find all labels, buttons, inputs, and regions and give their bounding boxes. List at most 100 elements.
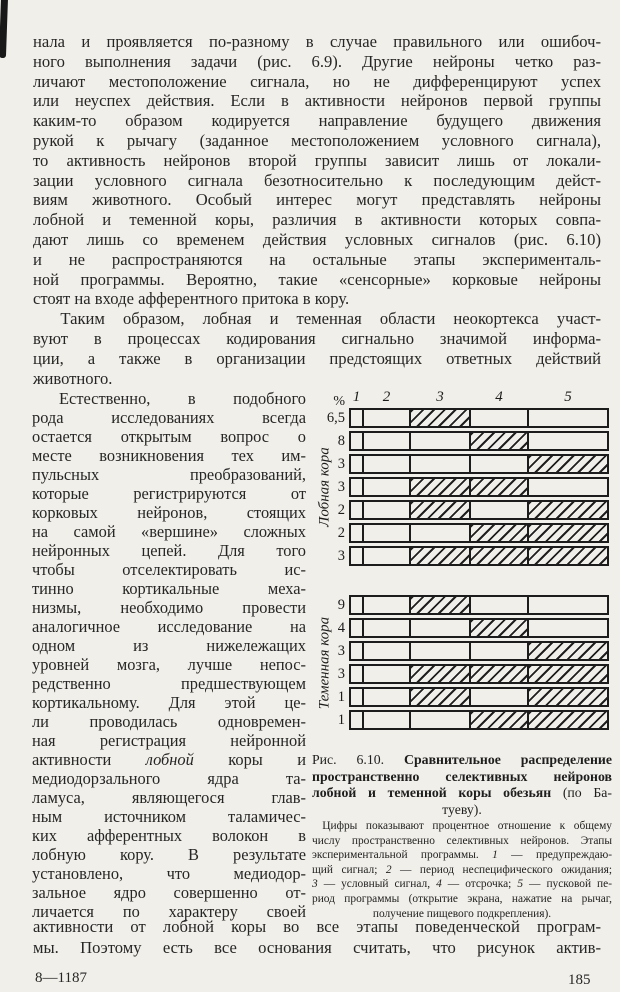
text-line: корковых нейронов, стоящих	[32, 503, 306, 522]
stage-segment-3	[409, 597, 469, 613]
figure-caption: Рис. 6.10. Сравнительное распределение пр…	[312, 752, 612, 818]
text-line: или неуспех действия. Если в активности …	[33, 91, 601, 111]
text-segment: рукой к рычагу (заданное местоположением…	[33, 130, 601, 150]
text-segment: Таким образом, лобная и теменная области…	[60, 309, 601, 329]
stage-segment-2	[362, 479, 409, 495]
text-line: тинно кортикальные меха-	[32, 579, 306, 598]
stage-segment-1	[351, 689, 362, 705]
text-segment: остается открытым вопрос о	[32, 427, 306, 446]
row-percent-label: 1	[337, 712, 345, 728]
text-segment: ламуса, являющегося глав-	[32, 788, 306, 807]
text-line: Таким образом, лобная и теменная области…	[33, 309, 601, 329]
stage-number-label: 2	[382, 389, 391, 405]
stage-bar	[349, 477, 609, 497]
text-segment: нала и проявляется по-разному в случае п…	[33, 32, 601, 51]
stage-number-label: 3	[436, 389, 444, 405]
stage-segment-4	[469, 597, 527, 613]
text-segment: 5	[517, 878, 524, 891]
text-line: и не распространяются на остальные этапы…	[33, 250, 601, 270]
chart-row: 9	[312, 595, 612, 615]
stage-segment-2	[362, 548, 409, 564]
text-line: пространственно селективных нейронов	[312, 769, 612, 786]
stage-segment-5	[527, 620, 607, 636]
text-segment: — период неспецифического ожидания;	[391, 863, 612, 876]
text-segment: тинно кортикальные меха-	[32, 579, 306, 598]
text-segment: то активность нейронов второй группы зав…	[33, 150, 601, 170]
stage-number-label: 4	[495, 389, 503, 405]
text-line: виям животного. Особый интерес могут пре…	[33, 190, 601, 210]
stage-segment-1	[351, 525, 362, 541]
chart-row: 6,5	[312, 408, 612, 428]
row-percent-label: 1	[337, 689, 345, 705]
stage-bar	[349, 664, 609, 684]
stage-segment-5	[527, 525, 607, 541]
stage-number-label: 5	[564, 389, 572, 405]
text-line: рукой к рычагу (заданное местоположением…	[33, 131, 601, 151]
text-segment: 3	[312, 878, 318, 891]
text-segment: виям животного. Особый интерес могут пре…	[33, 190, 601, 210]
chart-row: 2	[312, 500, 612, 520]
stage-bar	[349, 641, 609, 661]
stage-segment-4	[469, 479, 527, 495]
text-line: аналогичное исследование на	[32, 617, 306, 636]
stage-segment-2	[362, 597, 409, 613]
text-segment: месте возникновения тех им-	[32, 446, 306, 465]
text-line: уровней мозга, лучше непос-	[32, 655, 306, 674]
chart-row: 3	[312, 546, 612, 566]
stage-segment-1	[351, 502, 362, 518]
percent-symbol: %	[333, 394, 345, 409]
stage-segment-2	[362, 433, 409, 449]
text-segment: лобной и теменной коры, различия в актив…	[33, 210, 601, 230]
text-line: туеву).	[312, 802, 612, 819]
text-line: щий сигнал; 2 — период неспецифического …	[312, 863, 612, 878]
text-line: пульсных преобразований,	[32, 465, 306, 484]
text-line: личают местоположение сигнала, но не диф…	[33, 72, 601, 92]
text-segment: одном из нижележащих	[32, 636, 306, 655]
text-line: рода исследованиях всегда	[32, 408, 306, 427]
stage-segment-3	[409, 410, 469, 426]
page-number: 185	[568, 972, 591, 988]
text-line: нала и проявляется по-разному в случае п…	[33, 32, 601, 52]
text-line: ких афферентных волокон в	[32, 826, 306, 845]
text-line: кортикальному. Для этой це-	[32, 693, 306, 712]
stage-bar	[349, 500, 609, 520]
text-line: лобной и теменной коры, различия в актив…	[33, 210, 601, 230]
stage-segment-3	[409, 502, 469, 518]
text-segment: и не распространяются на остальные этапы…	[33, 249, 601, 269]
stage-segment-1	[351, 597, 362, 613]
text-segment: — предупреждаю-	[497, 849, 612, 862]
chart-row: 1	[312, 687, 612, 707]
text-line: каким-то образом кодируется направление …	[33, 111, 601, 131]
chart-row: 2	[312, 523, 612, 543]
stage-segment-3	[409, 433, 469, 449]
text-segment: корковых нейронов, стоящих	[32, 503, 306, 522]
stage-bar	[349, 523, 609, 543]
text-line: Естественно, в подобного	[32, 389, 306, 408]
text-segment: Рис. 6.10.	[312, 752, 405, 767]
stage-segment-2	[362, 712, 409, 728]
text-segment: мы. Поэтому есть все основания считать, …	[33, 938, 601, 957]
row-percent-label: 6,5	[326, 410, 345, 426]
text-segment: личают местоположение сигнала, но не диф…	[33, 71, 601, 91]
stage-segment-4	[469, 712, 527, 728]
text-line: ная регистрация нейронной	[32, 731, 306, 750]
text-segment: щий сигнал;	[312, 863, 386, 876]
text-line: вуют в процессах кодирования сигнально з…	[33, 329, 601, 349]
stage-segment-3	[409, 620, 469, 636]
stage-segment-3	[409, 712, 469, 728]
chart-row: 4	[312, 618, 612, 638]
text-segment: лобной и теменной коры обезьян	[312, 785, 552, 800]
text-segment: стоят на входе афферентного притока в ко…	[33, 289, 350, 309]
text-segment: ным источником таламичес-	[32, 807, 306, 826]
text-segment: (по Ба-	[551, 785, 612, 800]
text-segment: аналогичное исследование на	[32, 617, 306, 636]
stage-segment-5	[527, 479, 607, 495]
scan-artifact	[0, 0, 9, 59]
text-line: ной программы. Вероятно, такие «сенсорны…	[33, 270, 601, 290]
stage-segment-4	[469, 433, 527, 449]
text-segment: ких афферентных волокон в	[32, 826, 306, 845]
chart-row: 3	[312, 477, 612, 497]
text-segment: Сравнительное распределение	[404, 752, 612, 767]
text-line: ли проводилась одновремен-	[32, 712, 306, 731]
